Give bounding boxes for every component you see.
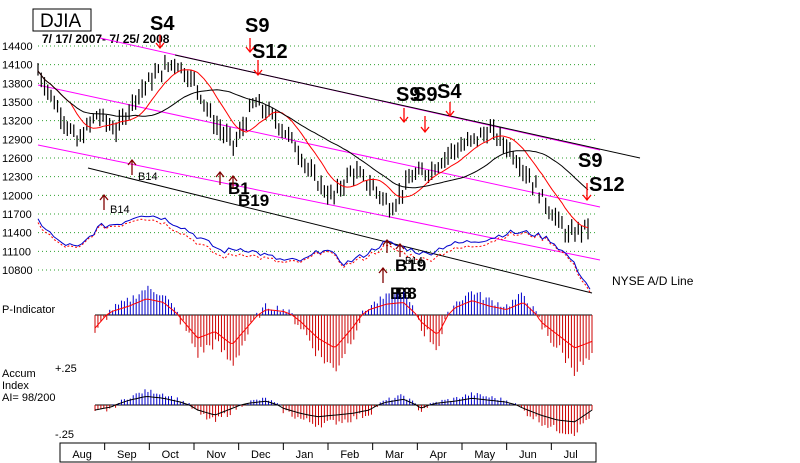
red-moving-average <box>37 69 589 229</box>
black-moving-average <box>37 70 589 191</box>
y-tick-label: 11700 <box>2 209 32 221</box>
month-label: Mar <box>385 449 404 461</box>
signal-label: B14 <box>138 171 158 183</box>
p-indicator-histogram <box>94 285 593 376</box>
signal-label: S9 <box>413 84 437 106</box>
y-tick-label: 10800 <box>2 265 33 277</box>
signal-label: S4 <box>150 13 175 35</box>
p-indicator-label: P-Indicator <box>2 304 56 316</box>
accum-label-3: AI= 98/200 <box>2 392 56 404</box>
ad-line <box>37 215 591 290</box>
signal-arrowhead <box>228 174 238 182</box>
y-tick-label: 13500 <box>2 97 33 109</box>
month-label: Dec <box>251 449 271 461</box>
signal-arrowhead <box>395 242 405 250</box>
trend-line <box>37 144 601 261</box>
signal-arrowhead <box>445 110 455 118</box>
accum-tick-neg: -.25 <box>55 429 74 441</box>
month-axis: Aug Sep Oct Nov Dec Jan Feb Mar Apr May Jun Jul <box>59 443 578 461</box>
month-label: Jul <box>564 449 578 461</box>
price-grid <box>38 45 596 271</box>
signal-arrowhead <box>99 193 109 201</box>
y-tick-label: 13800 <box>2 78 33 90</box>
accum-label-2: Index <box>2 380 29 392</box>
signal-arrowhead <box>245 46 255 54</box>
month-label: Oct <box>162 449 179 461</box>
panel-smoothing-line <box>94 298 593 349</box>
y-tick-label: 12600 <box>2 153 33 165</box>
y-tick-label: 12900 <box>2 134 33 146</box>
month-label: Sep <box>117 449 137 461</box>
signal-label: S12 <box>589 174 625 196</box>
y-tick-label: 13200 <box>2 116 33 128</box>
trend-line <box>87 167 593 294</box>
moving-average-lines <box>37 69 589 229</box>
title-box <box>32 8 92 32</box>
month-label: Feb <box>340 449 359 461</box>
trend-line <box>174 54 641 159</box>
signal-label: B14 <box>110 204 130 216</box>
signal-label: S9 <box>578 150 602 172</box>
accum-tick-pos: +.25 <box>55 363 77 375</box>
signal-label: S9 <box>245 15 269 37</box>
signal-label: S12 <box>252 41 288 63</box>
ad-line-group <box>37 215 591 293</box>
signal-arrowhead <box>155 42 165 50</box>
y-tick-label: 14100 <box>2 60 33 72</box>
y-tick-label: 11400 <box>2 228 32 240</box>
accum-index-histogram <box>94 389 593 436</box>
trend-channel-lines <box>37 37 641 294</box>
signal-arrowhead <box>215 170 225 178</box>
accum-label-1: Accum <box>2 368 36 380</box>
signal-arrowhead <box>127 158 137 166</box>
y-axis-ticks: 14400 14100 13800 13500 13200 12900 12600 12300… <box>2 41 33 277</box>
signal-arrowhead <box>582 194 592 202</box>
signal-arrowhead <box>420 126 430 134</box>
signal-label: B19 <box>238 191 269 210</box>
signal-label: B19 <box>395 256 426 275</box>
month-label: Aug <box>72 449 92 461</box>
signal-arrowhead <box>378 266 388 274</box>
y-tick-label: 12300 <box>2 172 33 184</box>
y-tick-label: 12000 <box>2 190 33 202</box>
signal-arrowhead <box>399 116 409 124</box>
panel-smoothing-line <box>94 395 593 423</box>
y-tick-label: 14400 <box>2 41 33 53</box>
price-bars <box>37 54 589 243</box>
ad-moving-average <box>37 218 591 293</box>
month-label: Apr <box>430 449 447 461</box>
y-tick-label: 11100 <box>2 246 31 258</box>
trend-line <box>37 84 601 208</box>
signal-label: B14 <box>405 256 423 267</box>
ad-line-label: NYSE A/D Line <box>612 274 694 288</box>
signal-arrowhead <box>253 69 263 77</box>
chart-title: DJIA <box>40 11 82 32</box>
signal-arrowhead <box>382 238 392 246</box>
month-label: Jun <box>519 449 537 461</box>
signal-label: S9 <box>396 84 420 106</box>
month-label: Jan <box>296 449 314 461</box>
month-label: May <box>474 449 495 461</box>
month-label: Nov <box>206 449 226 461</box>
signal-label: S4 <box>437 81 462 103</box>
